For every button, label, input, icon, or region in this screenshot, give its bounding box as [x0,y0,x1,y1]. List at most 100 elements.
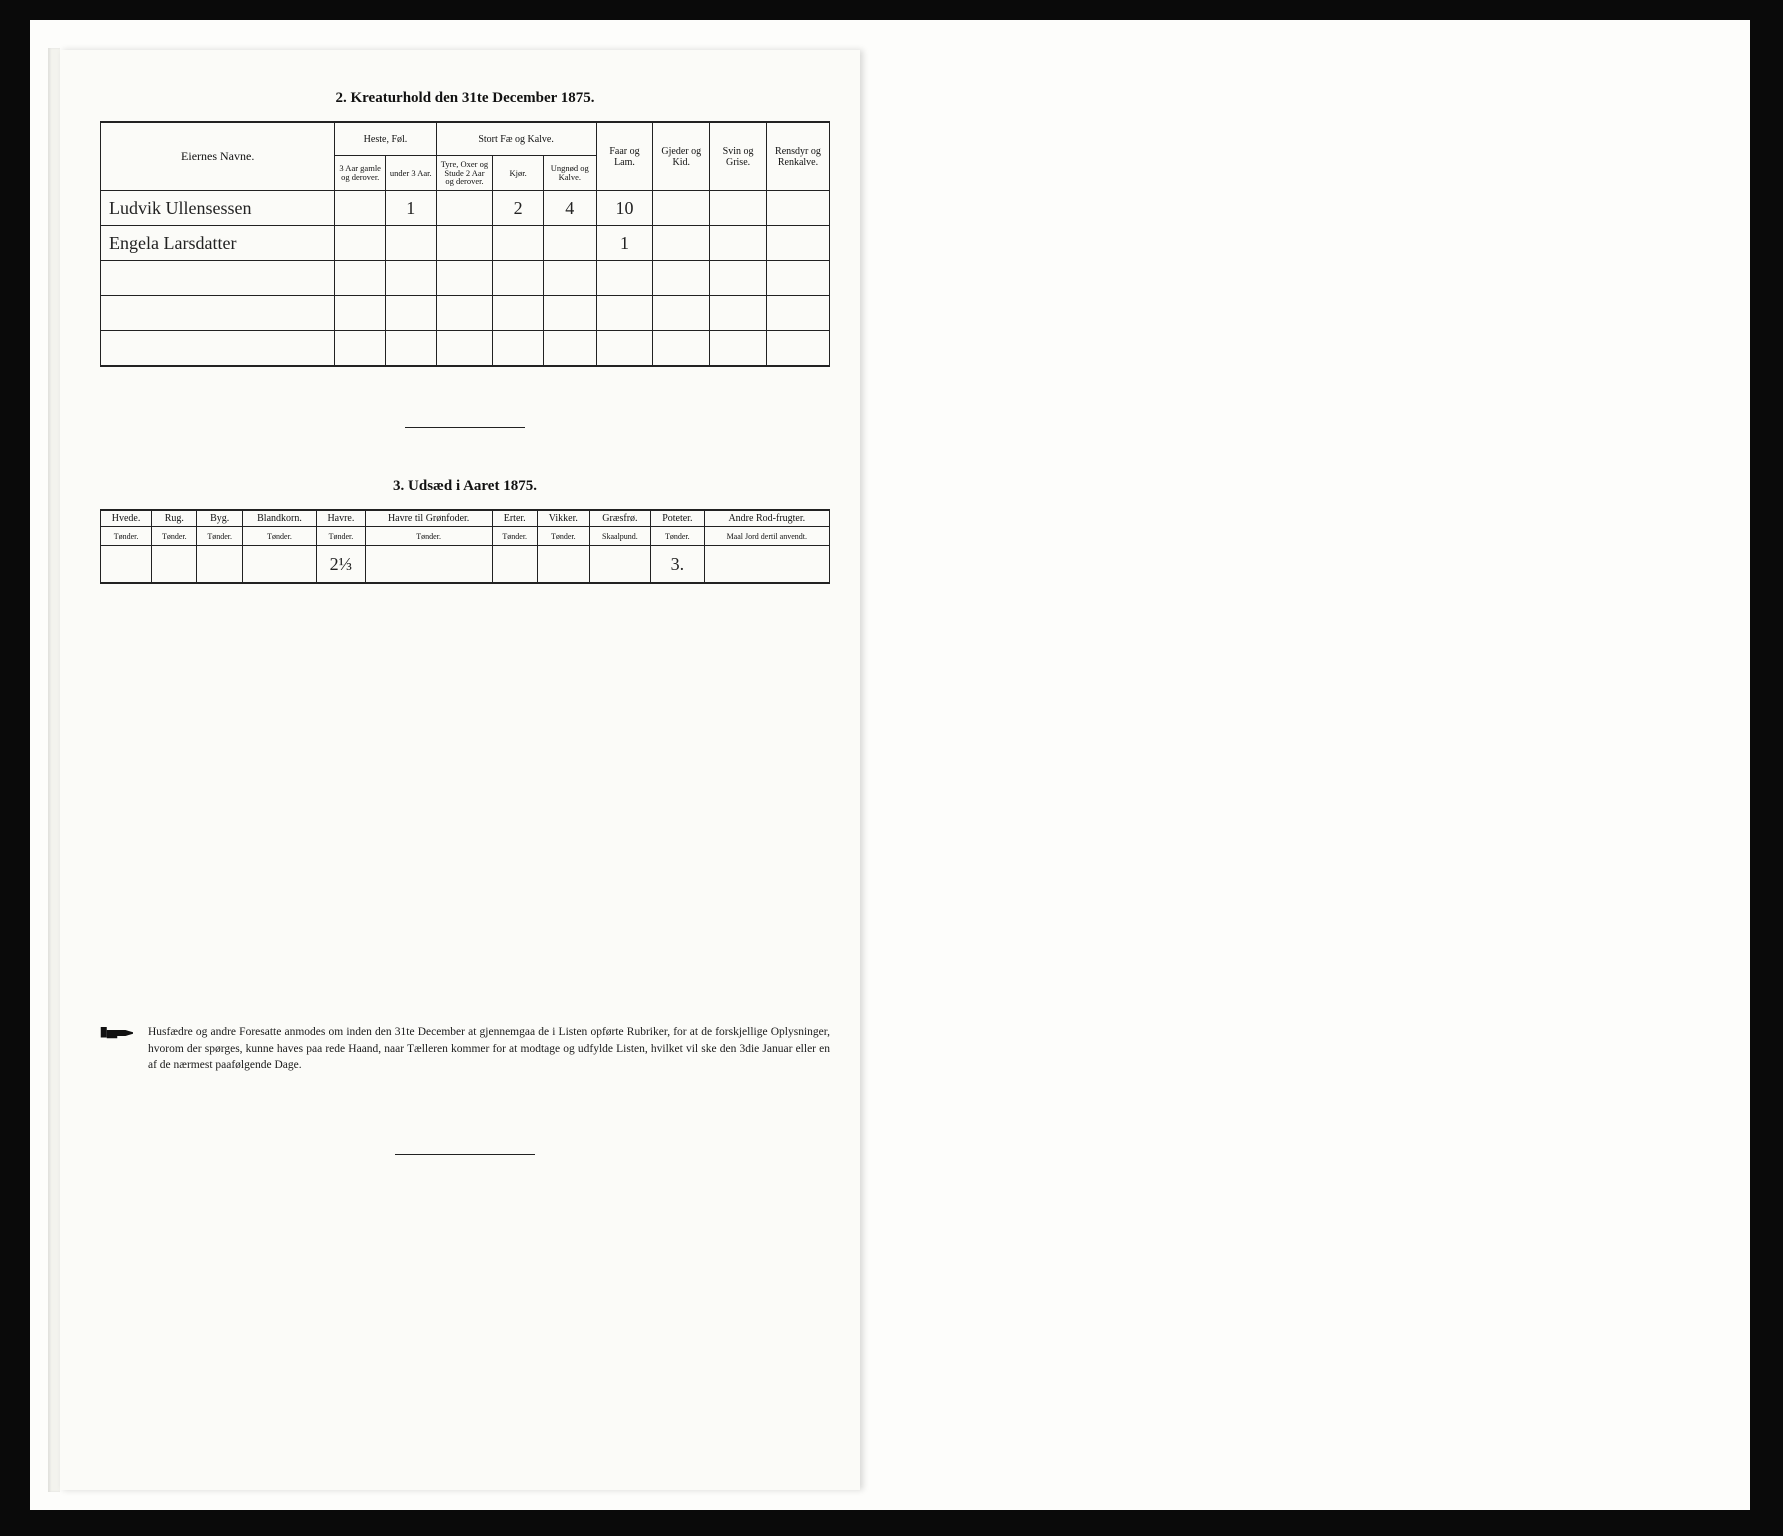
table-row: Engela Larsdatter 1 [101,226,830,261]
section-divider [405,427,525,428]
cell [436,226,493,261]
cell [543,226,596,261]
cell [543,296,596,331]
cell [335,226,386,261]
cell [436,191,493,226]
col-heste-1: 3 Aar gamle og derover. [335,156,386,191]
col-stortfae-3: Ungnød og Kalve. [543,156,596,191]
col-unit: Tønder. [242,527,316,546]
col-header: Græsfrø. [589,510,650,527]
cell [493,261,544,296]
cell: 3. [651,546,704,584]
col-header: Poteter. [651,510,704,527]
document-page: 2. Kreaturhold den 31te December 1875. E… [60,50,860,1490]
cell [493,296,544,331]
footnote-block: Husfædre og andre Foresatte anmodes om i… [100,1024,830,1074]
footnote-text: Husfædre og andre Foresatte anmodes om i… [148,1024,830,1074]
cell [335,296,386,331]
table-row [101,296,830,331]
cell [596,331,653,367]
livestock-table: Eiernes Navne. Heste, Føl. Stort Fæ og K… [100,121,830,367]
cell [710,226,767,261]
cell: 10 [596,191,653,226]
col-header: Vikker. [537,510,589,527]
cell [101,546,152,584]
cell [385,261,436,296]
cell [766,226,829,261]
page-stack-edge [48,48,60,1492]
cell [653,296,710,331]
cell [710,331,767,367]
col-header: Havre til Grønfoder. [365,510,492,527]
scan-background: 2. Kreaturhold den 31te December 1875. E… [30,20,1750,1510]
cell [385,226,436,261]
col-name: Eiernes Navne. [101,122,335,191]
section2-title: 2. Kreaturhold den 31te December 1875. [100,90,830,107]
col-unit: Skaalpund. [589,527,650,546]
cell-name: Ludvik Ullensessen [101,191,335,226]
cell [766,331,829,367]
cell [710,296,767,331]
cell: 4 [543,191,596,226]
col-unit: Tønder. [537,527,589,546]
table-row [101,331,830,367]
cell [710,261,767,296]
col-group-stortfae: Stort Fæ og Kalve. [436,122,596,156]
cell [766,261,829,296]
col-unit: Tønder. [492,527,537,546]
col-unit: Tønder. [365,527,492,546]
cell-name: Engela Larsdatter [101,226,335,261]
cell [492,546,537,584]
col-unit: Tønder. [197,527,242,546]
cell [152,546,197,584]
cell [335,191,386,226]
cell [653,191,710,226]
cell [385,296,436,331]
cell [653,226,710,261]
cell [385,331,436,367]
cell [766,191,829,226]
col-stortfae-1: Tyre, Oxer og Stude 2 Aar og derover. [436,156,493,191]
cell [653,261,710,296]
col-header: Erter. [492,510,537,527]
col-svin: Svin og Grise. [710,122,767,191]
cell [704,546,829,584]
cell-name [101,331,335,367]
col-header: Andre Rod-frugter. [704,510,829,527]
cell-name [101,261,335,296]
cell [543,331,596,367]
col-unit: Tønder. [101,527,152,546]
col-group-heste: Heste, Føl. [335,122,436,156]
col-header: Rug. [152,510,197,527]
cell-name [101,296,335,331]
col-rensdyr: Rensdyr og Renkalve. [766,122,829,191]
col-header: Havre. [317,510,366,527]
cell [335,261,386,296]
cell [653,331,710,367]
cell [493,226,544,261]
cell: 2 [493,191,544,226]
cell [365,546,492,584]
col-gjeder: Gjeder og Kid. [653,122,710,191]
cell [335,331,386,367]
col-heste-2: under 3 Aar. [385,156,436,191]
col-stortfae-2: Kjør. [493,156,544,191]
cell [493,331,544,367]
cell [197,546,242,584]
table-row [101,261,830,296]
col-unit: Tønder. [317,527,366,546]
col-header: Byg. [197,510,242,527]
cell [596,296,653,331]
cell [710,191,767,226]
cell [766,296,829,331]
cell [537,546,589,584]
cell: 1 [596,226,653,261]
pointing-hand-icon [100,1024,136,1042]
section3-title: 3. Udsæd i Aaret 1875. [100,478,830,495]
col-header: Blandkorn. [242,510,316,527]
cell [242,546,316,584]
seed-table: Hvede.Rug.Byg.Blandkorn.Havre.Havre til … [100,509,830,584]
col-unit: Tønder. [152,527,197,546]
cell: 2⅓ [317,546,366,584]
cell: 1 [385,191,436,226]
